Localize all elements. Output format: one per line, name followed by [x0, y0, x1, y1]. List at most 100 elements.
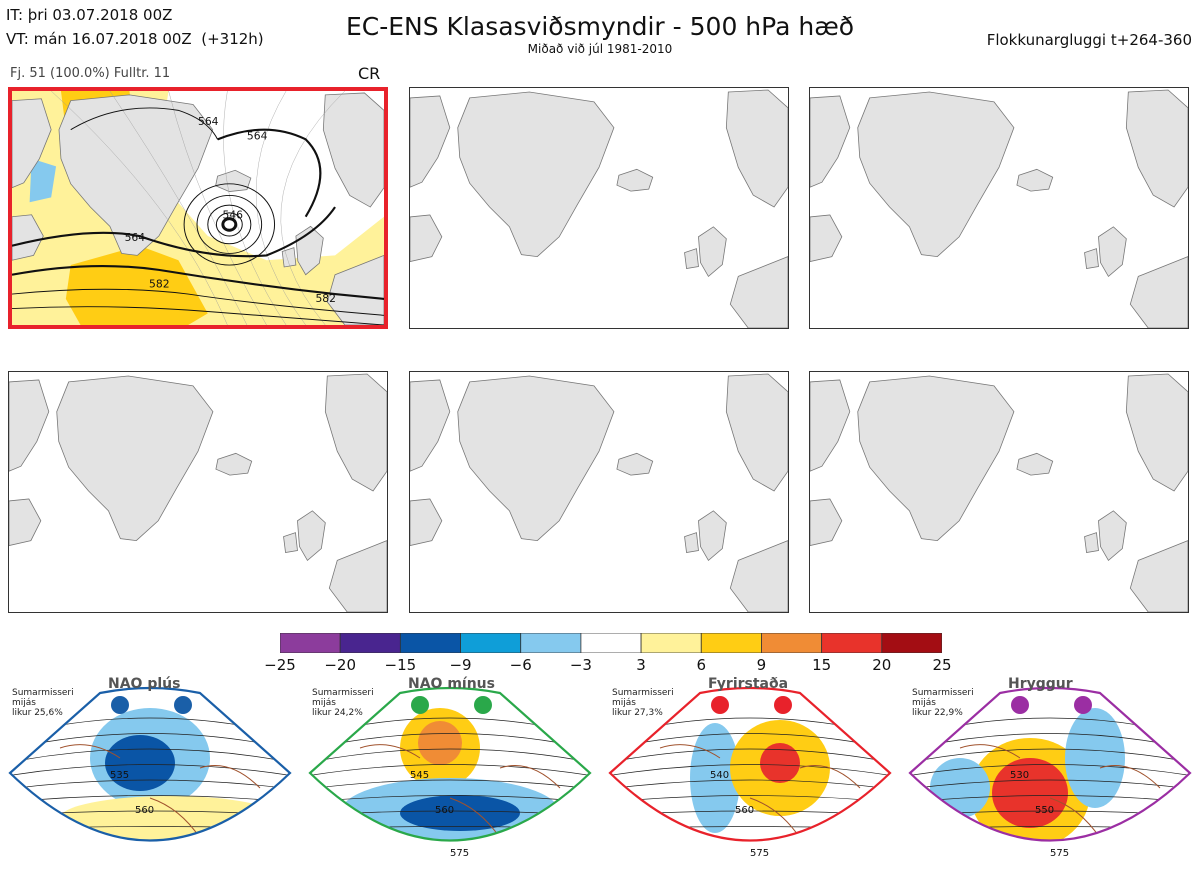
- page-subtitle: Miðað við júl 1981-2010: [527, 42, 673, 56]
- british-isles-landmass: [281, 225, 324, 276]
- europe-landmass: [1129, 540, 1188, 612]
- canada-landmass: [410, 95, 451, 262]
- map-panel-1[interactable]: 564 564 546 564 582 582: [8, 87, 388, 329]
- member-count: Fj. 51 (100.0%) Fulltr. 11: [10, 66, 171, 81]
- regime-marker: [411, 696, 429, 714]
- classification-window: Flokkunargluggi t+264-360: [986, 31, 1192, 49]
- regime-border: [608, 686, 892, 842]
- regime-contour: [610, 826, 890, 830]
- colorbar-swatch: [821, 633, 883, 653]
- regime-marker: [711, 696, 729, 714]
- regime-contour-label: 545: [410, 770, 429, 781]
- canada-landmass: [9, 379, 50, 546]
- regime-contour: [10, 748, 290, 765]
- regime-code: CR: [358, 64, 381, 83]
- contour-label: 564: [247, 129, 268, 142]
- colorbar-tick-label: 3: [636, 656, 646, 674]
- graticule-line: [168, 91, 267, 325]
- colorbar-swatch: [399, 633, 461, 653]
- regime-name: NAO plús: [108, 676, 181, 692]
- regime-contour: [10, 764, 290, 778]
- low-contour: [183, 183, 276, 266]
- regime-info: Sumarmisseri mijás likur 24,2%: [312, 688, 374, 718]
- colorbar-tick-label: 6: [696, 656, 707, 674]
- contour-label: 582: [149, 277, 170, 290]
- contour-label: 546: [222, 209, 243, 222]
- regime-contour-label: 560: [135, 805, 154, 816]
- regime-info: Sumarmisseri mijás likur 27,3%: [612, 688, 674, 718]
- british-isles-landmass: [684, 226, 727, 278]
- low-contour: [207, 204, 252, 245]
- europe-landmass: [1129, 256, 1188, 328]
- regime-contour: [910, 717, 1190, 739]
- regime-marker: [1011, 696, 1029, 714]
- regime-contour: [310, 779, 590, 791]
- page-title: EC-ENS Klasasviðsmyndir - 500 hPa hæð: [345, 12, 855, 41]
- valid-time: VT: mán 16.07.2018 00Z (+312h): [6, 30, 264, 48]
- colorbar-swatch: [700, 633, 762, 653]
- scandinavia-landmass: [324, 373, 387, 492]
- canada-landmass: [810, 95, 851, 262]
- regime-contour: [610, 779, 890, 791]
- europe-landmass: [729, 540, 788, 612]
- graticule-line: [51, 91, 228, 325]
- regime-contour-label: 575: [450, 848, 469, 859]
- regime-border: [308, 686, 592, 842]
- regime-marker: [174, 696, 192, 714]
- regime-anomaly: [400, 795, 520, 831]
- scandinavia-landmass: [1125, 89, 1188, 208]
- anomaly-negative-light: [29, 158, 57, 203]
- regime-name: Fyrirstaða: [708, 676, 789, 692]
- regime-marker: [1074, 696, 1092, 714]
- greenland-landmass: [58, 94, 214, 256]
- british-isles-landmass: [1084, 226, 1127, 278]
- iceland-landmass: [616, 168, 654, 192]
- colorbar-swatch: [520, 633, 582, 653]
- regime-anomaly: [760, 743, 800, 783]
- colorbar-tick-label: −6: [509, 656, 532, 674]
- graticule-line: [109, 91, 248, 325]
- graticule-line: [223, 91, 287, 325]
- regime-contour: [610, 764, 890, 778]
- europe-landmass: [729, 256, 788, 328]
- iceland-landmass: [215, 452, 253, 476]
- map-panel-2[interactable]: [409, 87, 789, 329]
- map-panel-4[interactable]: [8, 371, 388, 613]
- colorbar-tick-label: 15: [812, 656, 832, 674]
- regime-info: Sumarmisseri mijás likur 25,6%: [12, 688, 74, 718]
- regime-name: Hryggur: [1008, 676, 1073, 692]
- scandinavia-landmass: [322, 92, 384, 208]
- graticule-line: [280, 91, 345, 325]
- colorbar-tick-label: 20: [872, 656, 892, 674]
- regime-panel: 535 560 Sumarmisseri mijás likur 25,6% NAO …: [0, 676, 300, 871]
- colorbar-tick-label: −15: [384, 656, 417, 674]
- colorbar-tick-label: 25: [932, 656, 952, 674]
- regime-panel: 530 550 575 Sumarmisseri mijás likur 22,9% H…: [900, 676, 1200, 871]
- regime-contour-label: 575: [750, 848, 769, 859]
- height-contour: [12, 306, 384, 325]
- colorbar-swatch: [761, 633, 823, 653]
- colorbar-tick-label: −3: [569, 656, 592, 674]
- regime-contour: [910, 764, 1190, 778]
- canada-landmass: [12, 98, 52, 261]
- map-panel-3[interactable]: [809, 87, 1189, 329]
- greenland-landmass: [457, 375, 615, 542]
- regime-contour-label: 560: [735, 805, 754, 816]
- british-isles-landmass: [1084, 510, 1127, 562]
- europe-landmass: [326, 254, 384, 325]
- colorbar-tick-label: 9: [756, 656, 767, 674]
- contour-label: 564: [198, 115, 219, 128]
- low-contour: [196, 194, 263, 254]
- greenland-landmass: [56, 375, 214, 542]
- regime-anomaly: [418, 721, 462, 765]
- colorbar-swatch: [280, 633, 341, 653]
- regime-contour-label: 550: [1035, 805, 1054, 816]
- regime-anomaly: [1065, 708, 1125, 808]
- regime-contour: [610, 748, 890, 765]
- regime-border: [8, 686, 292, 842]
- map-panel-6[interactable]: [809, 371, 1189, 613]
- low-contour: [221, 217, 238, 232]
- map-panel-5[interactable]: [409, 371, 789, 613]
- graticule-line: [256, 91, 306, 325]
- regime-panel: 545 560 575 Sumarmisseri mijás likur 24,2% N…: [300, 676, 600, 871]
